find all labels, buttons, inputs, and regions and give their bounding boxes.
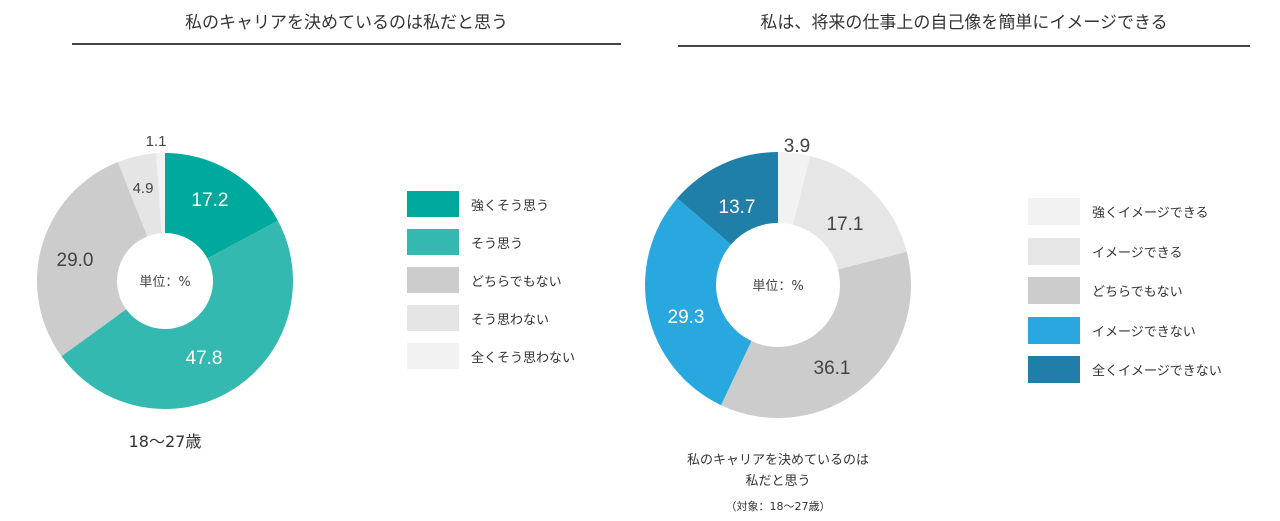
legend-label: 全くイメージできない: [1092, 364, 1222, 379]
chart2-slice-1: [793, 155, 907, 270]
legend-label: イメージできない: [1092, 324, 1196, 340]
chart2-value-label: 29.3: [668, 307, 705, 328]
chart1-value-label: 17.2: [192, 190, 229, 211]
chart1-legend-item: 強くそう思う: [407, 191, 549, 217]
legend-swatch: [407, 191, 459, 217]
chart2-caption-note: （対象：18〜27歳）: [725, 500, 831, 513]
chart1-caption: 18〜27歳: [128, 432, 202, 451]
legend-label: どちらでもない: [1092, 285, 1183, 300]
chart1-value-label: 1.1: [146, 133, 167, 150]
legend-label: 強くそう思う: [471, 198, 550, 214]
chart1-title-rule: [72, 43, 621, 45]
legend-label: イメージできる: [1092, 245, 1183, 261]
chart1-value-label: 47.8: [186, 348, 223, 369]
chart1-legend-item: そう思わない: [407, 305, 549, 331]
chart1-value-label: 29.0: [57, 250, 94, 271]
chart2-slice-0: [778, 152, 811, 225]
chart1-legend-item: そう思う: [407, 229, 523, 255]
chart1-slice-3: [117, 153, 162, 237]
chart1-legend-item: どちらでもない: [407, 267, 562, 293]
legend-swatch: [407, 343, 459, 369]
chart2-legend-item: 全くイメージできない: [1028, 356, 1222, 383]
chart2-value-label: 13.7: [719, 197, 756, 218]
legend-swatch: [407, 267, 459, 293]
chart2-caption-line2: 私だと思う: [745, 474, 811, 489]
chart2-title: 私は、将来の仕事上の自己像を簡単にイメージできる: [760, 13, 1168, 33]
legend-swatch: [1028, 277, 1080, 304]
chart1-slice-1: [61, 220, 294, 410]
chart1-center-label: 単位：%: [139, 274, 190, 290]
legend-swatch: [407, 305, 459, 331]
legend-swatch: [1028, 356, 1080, 383]
chart1-value-label: 4.9: [133, 180, 154, 197]
chart2-legend-item: 強くイメージできる: [1028, 198, 1208, 225]
chart1-title: 私のキャリアを決めているのは私だと思う: [185, 13, 508, 33]
legend-swatch: [407, 229, 459, 255]
legend-swatch: [1028, 237, 1080, 265]
chart2-center-label: 単位：%: [752, 278, 803, 294]
chart2-title-rule: [678, 45, 1250, 47]
chart2-slice-4: [677, 152, 778, 245]
chart2-legend-item: イメージできる: [1028, 237, 1183, 265]
chart2-value-label: 17.1: [827, 214, 864, 235]
legend-label: そう思う: [471, 236, 524, 252]
legend-label: 全くそう思わない: [471, 350, 576, 366]
chart1-legend-item: 全くそう思わない: [407, 343, 575, 369]
chart1-slice-2: [37, 161, 148, 357]
legend-swatch: [1028, 198, 1080, 225]
chart2-caption-line1: 私のキャリアを決めているのは: [686, 453, 869, 468]
legend-label: そう思わない: [471, 312, 550, 328]
chart2-value-label: 3.9: [784, 136, 810, 157]
chart1-slice-4: [156, 153, 165, 234]
chart2-value-label: 36.1: [814, 358, 851, 379]
legend-label: 強くイメージできる: [1092, 206, 1209, 221]
chart2-caption: 私のキャリアを決めているのは 私だと思う （対象：18〜27歳）: [658, 450, 898, 517]
chart2-legend-item: イメージできない: [1028, 316, 1196, 344]
chart2-slice-3: [645, 198, 752, 406]
chart2-legend-item: どちらでもない: [1028, 277, 1183, 304]
chart1-slice-0: [165, 153, 278, 259]
legend-swatch: [1028, 316, 1080, 344]
chart2-slice-2: [721, 251, 911, 418]
legend-label: どちらでもない: [471, 274, 562, 290]
